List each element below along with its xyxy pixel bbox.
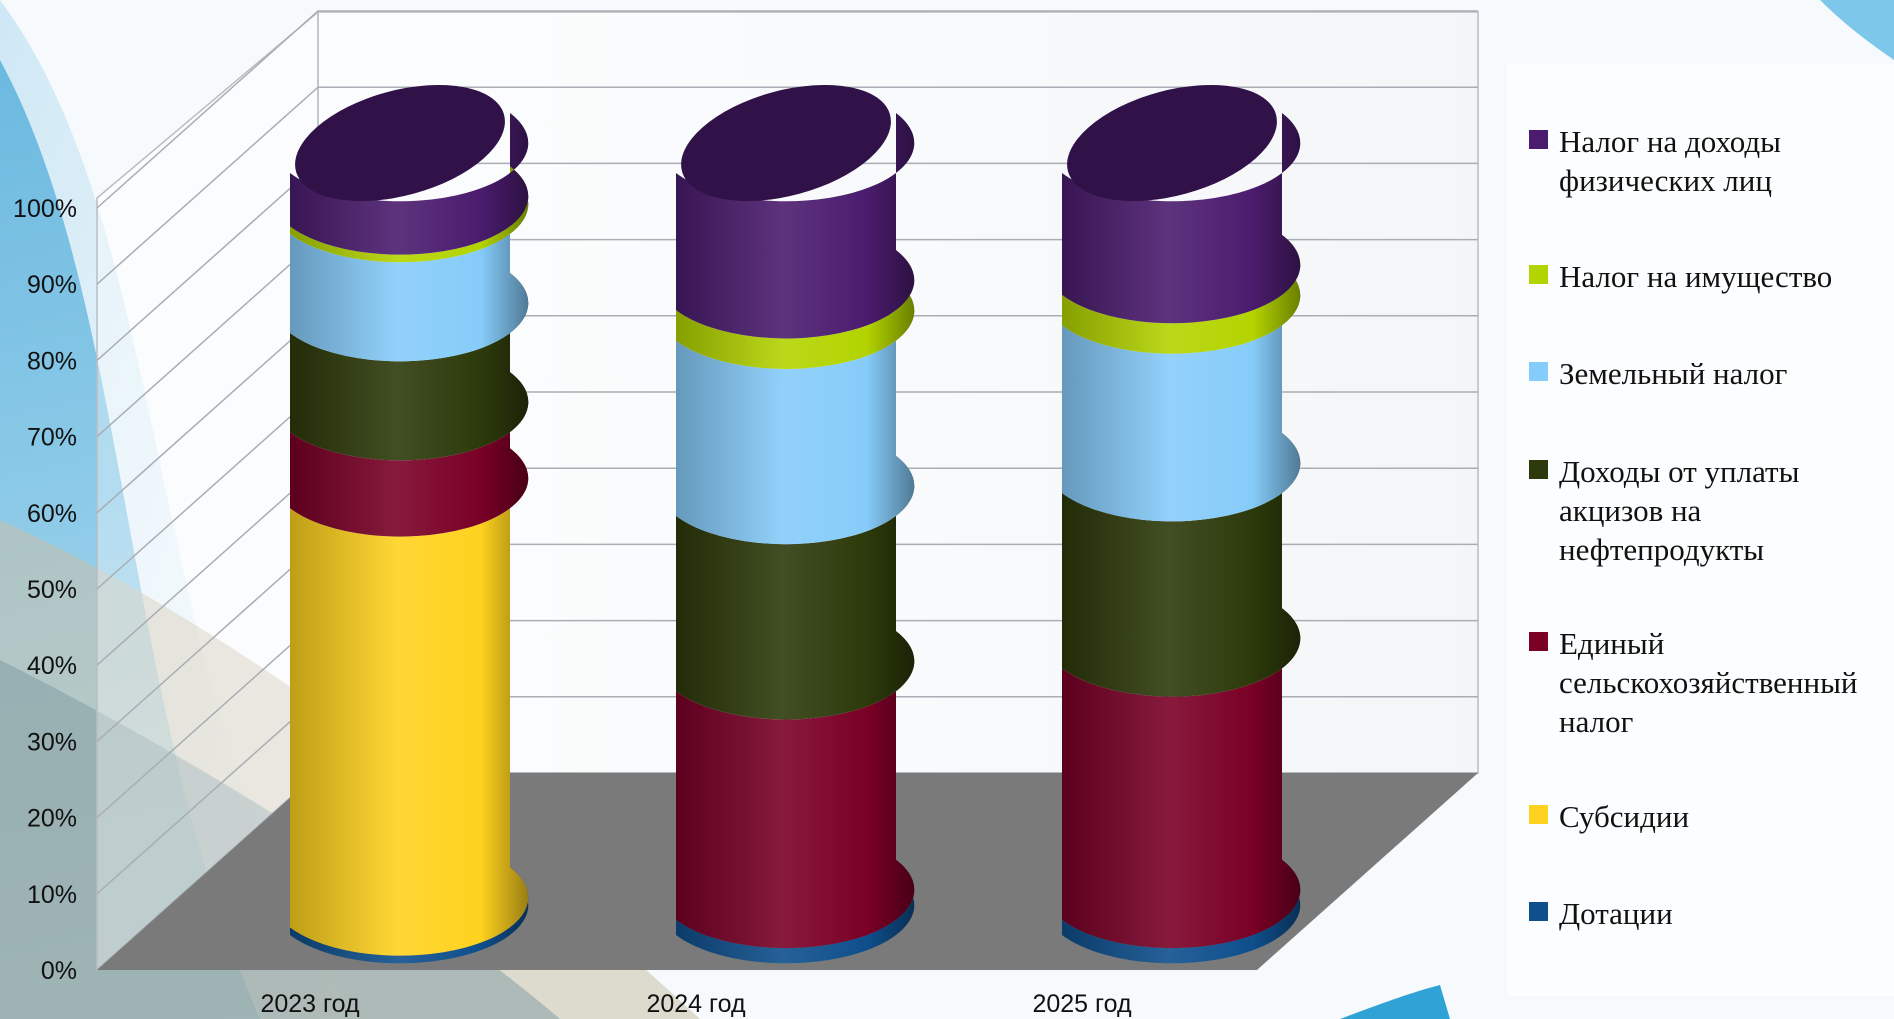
bar-segment: [676, 280, 915, 545]
legend-swatch: [1529, 265, 1548, 284]
bar-series: [290, 84, 1301, 964]
legend-item: Субсидии: [1529, 797, 1894, 836]
bar-segment: [1062, 265, 1301, 522]
y-tick-label: 90%: [27, 271, 77, 299]
bar-segment: [290, 448, 529, 956]
x-tick-label: 2023 год: [260, 990, 359, 1018]
y-tick-label: 20%: [27, 805, 77, 833]
cylinder-top: [681, 84, 891, 202]
x-tick-label: 2025 год: [1032, 990, 1131, 1018]
legend-label: Налог на имущество: [1559, 259, 1833, 294]
y-tick-label: 60%: [27, 500, 77, 528]
bar-segment: [1062, 433, 1301, 697]
legend-item: Налог на доходы физических лиц: [1529, 122, 1894, 200]
bar-segment: [676, 113, 915, 339]
bar-segment: [676, 631, 915, 949]
legend-label: Единый сельскохозяйственный налог: [1559, 626, 1858, 739]
legend-swatch: [1529, 902, 1548, 921]
y-tick-label: 100%: [13, 195, 77, 223]
bar-segment: [290, 173, 529, 362]
cylinder-2: [1062, 84, 1301, 964]
bar-segment: [1062, 608, 1301, 949]
legend-label: Доходы от уплаты акцизов на нефтепродукт…: [1559, 454, 1800, 567]
legend-swatch: [1529, 130, 1548, 149]
bar-segment: [290, 372, 529, 537]
cylinder-0: [290, 84, 529, 964]
y-tick-label: 30%: [27, 728, 77, 756]
legend-swatch: [1529, 362, 1548, 381]
y-tick-label: 10%: [27, 881, 77, 909]
legend-label: Субсидии: [1559, 799, 1690, 834]
legend-label: Земельный налог: [1559, 356, 1788, 391]
bar-segment: [1062, 113, 1301, 324]
x-tick-label: 2024 год: [646, 990, 745, 1018]
legend-item: Налог на имущество: [1529, 257, 1894, 296]
axis-labels: 0% 10% 20% 30% 40% 50% 60% 70% 80% 90% 100% 2023 го…: [13, 195, 1132, 1018]
y-tick-label: 40%: [27, 652, 77, 680]
bar-segment: [290, 113, 529, 255]
y-tick-label: 70%: [27, 424, 77, 452]
bar-segment: [676, 250, 915, 369]
bar-segment: [676, 455, 915, 720]
cylinder-top: [1067, 84, 1277, 202]
gridline: [96, 10, 1478, 209]
legend-swatch: [1529, 632, 1548, 651]
bar-segment: [290, 273, 529, 461]
y-tick-label: 50%: [27, 576, 77, 604]
y-tick-label: 0%: [41, 957, 77, 985]
legend-swatch: [1529, 805, 1548, 824]
legend-label: Дотации: [1559, 896, 1673, 931]
chart-legend: Налог на доходы физических лиц Налог на и…: [1507, 64, 1894, 996]
legend-item: Единый сельскохозяйственный налог: [1529, 624, 1894, 741]
legend-label: Налог на доходы физических лиц: [1559, 124, 1781, 198]
bar-segment: [1062, 234, 1301, 354]
cylinder-top: [295, 84, 505, 202]
legend-swatch: [1529, 460, 1548, 479]
gridline: [96, 86, 1478, 285]
legend-item: Земельный налог: [1529, 354, 1894, 393]
legend-item: Дотации: [1529, 894, 1894, 933]
cylinder-1: [676, 84, 915, 964]
y-tick-label: 80%: [27, 347, 77, 375]
legend-item: Доходы от уплаты акцизов на нефтепродукт…: [1529, 452, 1894, 569]
